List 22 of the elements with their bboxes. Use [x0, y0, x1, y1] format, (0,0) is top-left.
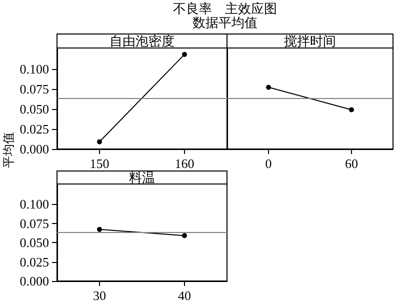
x-tick-label: 0	[265, 156, 272, 171]
y-axis-title: 平均值	[2, 132, 16, 168]
y-tick-label: 0.025	[20, 121, 49, 136]
x-axis-title: 料温	[129, 170, 155, 185]
y-tick-label: 0.100	[20, 196, 49, 212]
x-tick-label: 30	[93, 288, 106, 303]
y-tick-label: 0.000	[20, 274, 49, 288]
x-tick-label: 40	[178, 288, 191, 303]
chart-title: 不良率 主效应图	[172, 1, 278, 16]
x-axis-title: 自由泡密度	[110, 34, 174, 48]
x-axis-title: 搅拌时间	[284, 34, 336, 48]
x-tick-label: 150	[90, 156, 110, 171]
y-tick-label: 0.100	[20, 61, 49, 76]
x-tick-label: 60	[345, 156, 358, 171]
y-tick-label: 0.050	[20, 235, 49, 250]
y-tick-label: 0.050	[20, 101, 49, 116]
chart-subtitle: 数据平均值	[192, 15, 258, 30]
y-tick-label: 0.025	[20, 254, 49, 270]
y-tick-label: 0.075	[20, 216, 49, 231]
y-tick-label: 0.000	[20, 142, 49, 156]
y-tick-label: 0.075	[20, 81, 49, 96]
x-tick-label: 160	[174, 156, 194, 171]
